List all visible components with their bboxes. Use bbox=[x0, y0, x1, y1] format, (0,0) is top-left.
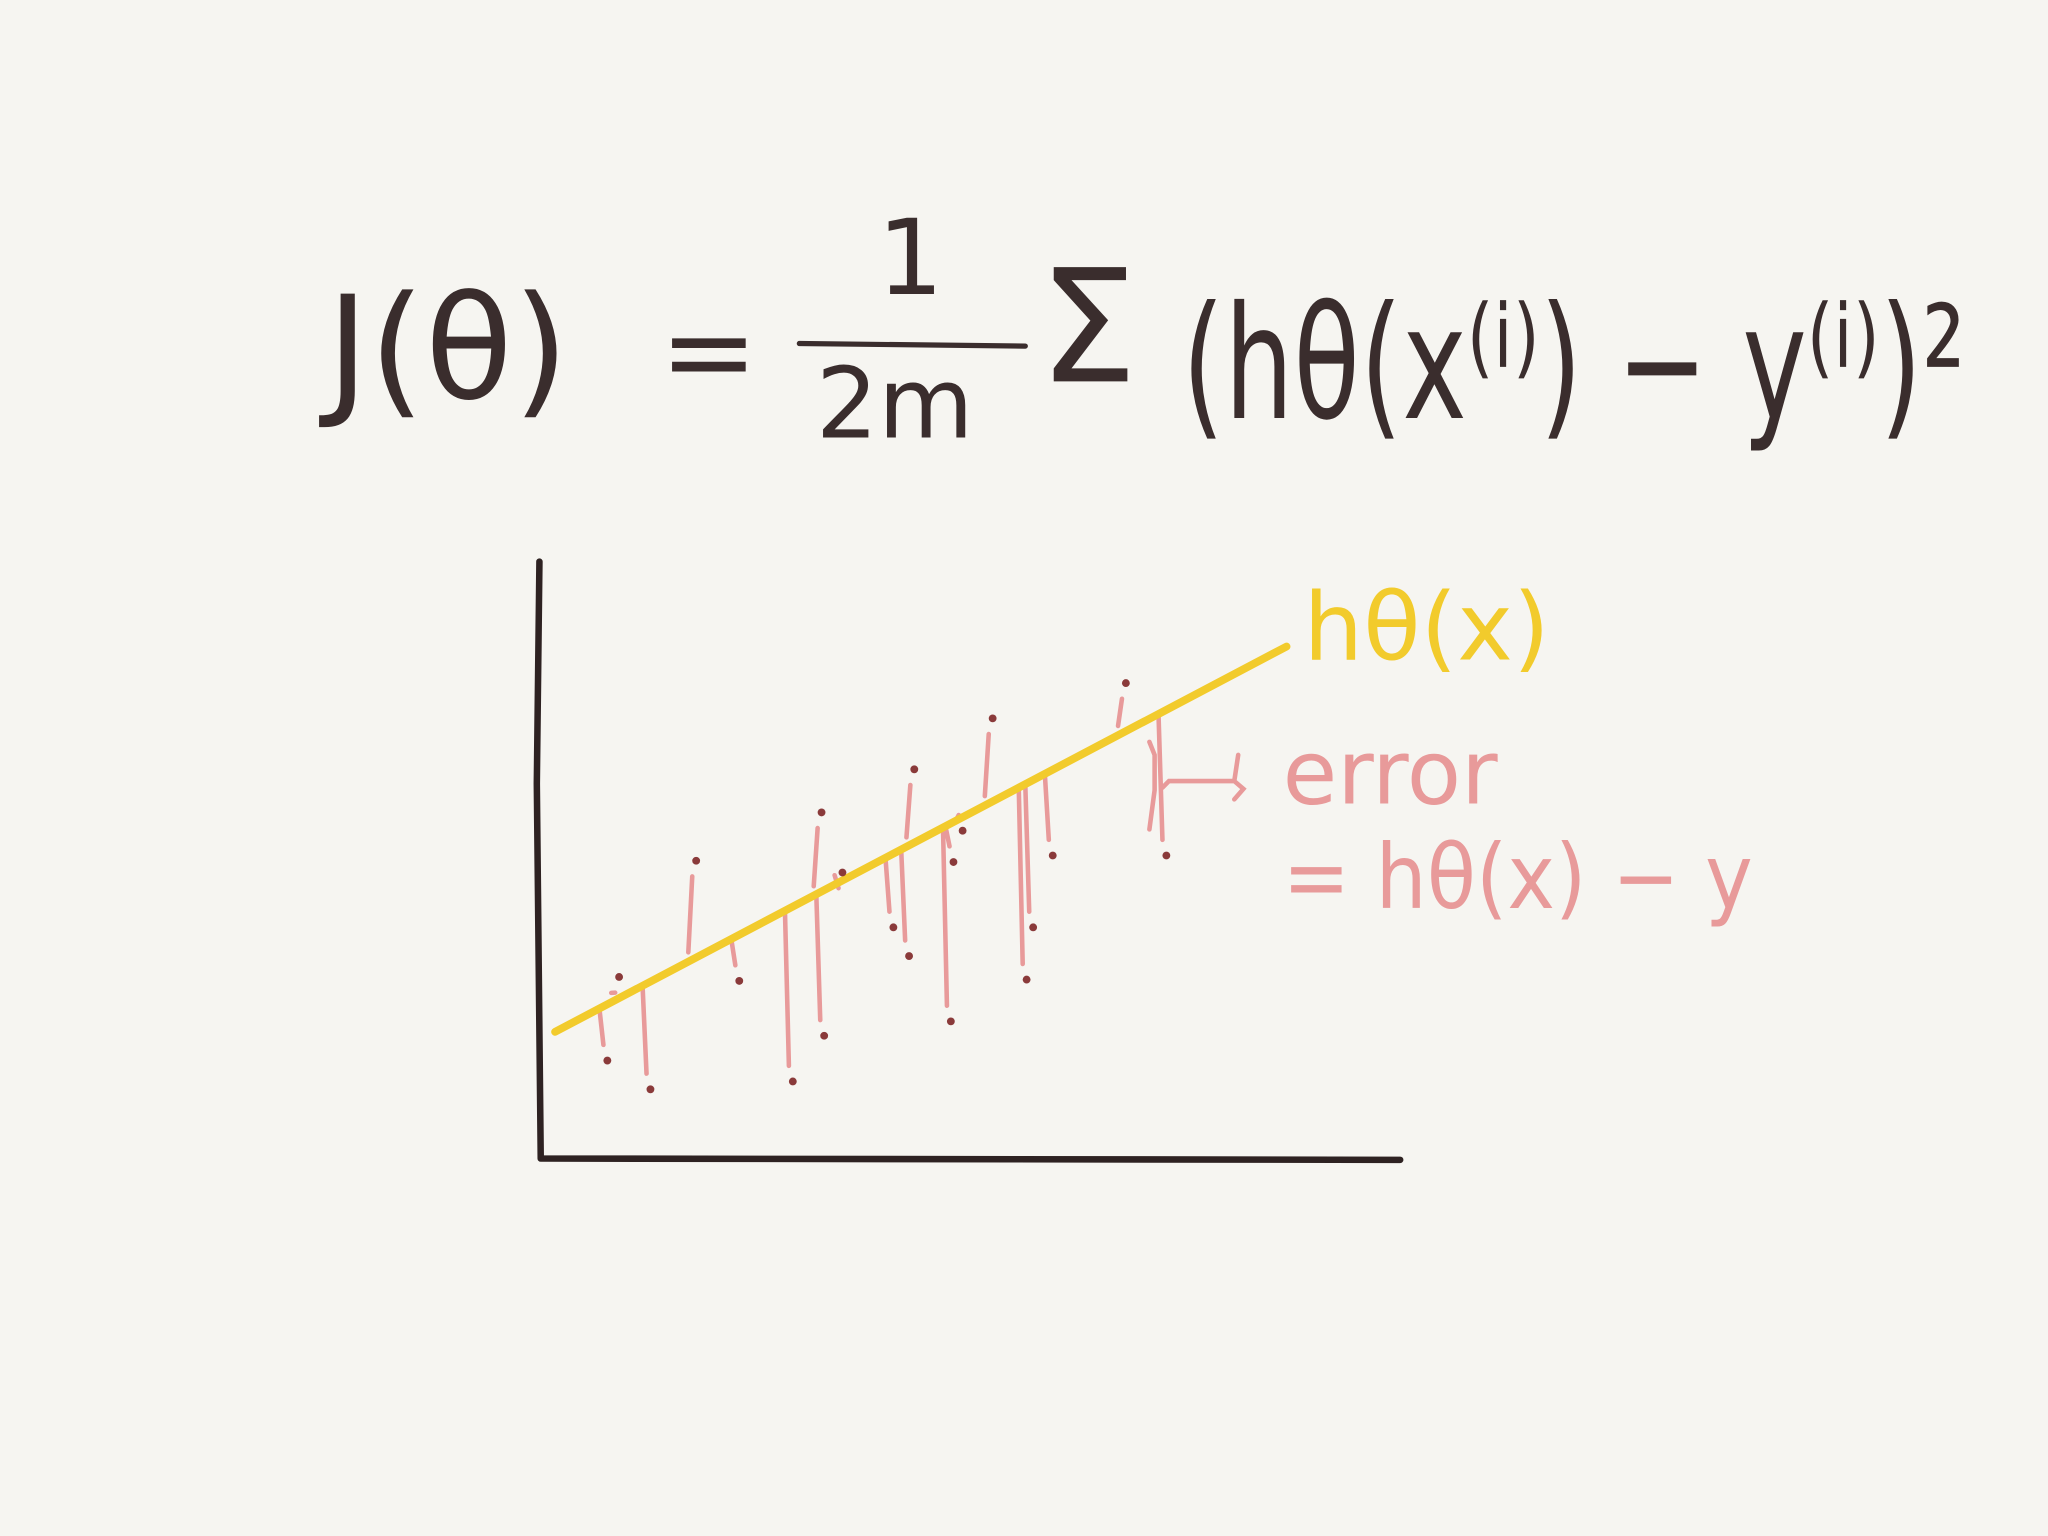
error-line bbox=[904, 782, 913, 840]
axes bbox=[533, 558, 1404, 1164]
data-point bbox=[820, 1031, 829, 1040]
data-point bbox=[615, 973, 624, 981]
error-line bbox=[640, 984, 649, 1076]
fraction-bar bbox=[796, 340, 1028, 349]
error-line bbox=[898, 848, 908, 943]
bracket bbox=[1147, 739, 1157, 832]
data-point bbox=[1162, 851, 1171, 860]
formula-body: (hθ(x⁽ⁱ⁾) − y⁽ⁱ⁾)² bbox=[1182, 273, 1966, 455]
data-point bbox=[1048, 851, 1057, 860]
data-point bbox=[817, 808, 826, 817]
error-definition: = hθ(x) − y bbox=[1283, 826, 1753, 929]
data-point bbox=[1022, 975, 1031, 984]
error-line bbox=[1115, 696, 1125, 729]
arrow bbox=[1160, 752, 1247, 802]
data-point bbox=[910, 765, 919, 774]
data-point bbox=[735, 976, 744, 985]
error-line bbox=[982, 731, 992, 799]
error-line bbox=[1016, 786, 1025, 967]
data-point bbox=[692, 856, 701, 865]
error-line bbox=[883, 856, 892, 914]
data-point bbox=[988, 714, 997, 723]
data-points bbox=[603, 679, 1171, 1094]
formula-denominator: 2m bbox=[816, 348, 974, 462]
error-line bbox=[597, 1007, 606, 1048]
error-label: error bbox=[1283, 721, 1498, 824]
data-point bbox=[603, 1056, 612, 1065]
data-point bbox=[1029, 923, 1038, 932]
error-line bbox=[782, 909, 792, 1069]
error-line bbox=[811, 825, 820, 889]
error-line bbox=[814, 893, 823, 1023]
formula-equals: = bbox=[660, 283, 759, 420]
data-point bbox=[838, 868, 847, 877]
error-line bbox=[1023, 782, 1032, 914]
error-line bbox=[940, 826, 950, 1008]
error-lines bbox=[597, 696, 1165, 1076]
error-line bbox=[686, 874, 695, 955]
data-point bbox=[946, 1017, 955, 1026]
error-line bbox=[729, 937, 738, 968]
data-point bbox=[889, 923, 898, 932]
formula-lhs: J(θ) bbox=[319, 265, 569, 432]
error-line bbox=[1156, 712, 1165, 843]
hypothesis-label: hθ(x) bbox=[1304, 574, 1550, 683]
data-point bbox=[949, 858, 958, 866]
formula-sum: Σ bbox=[1038, 236, 1137, 418]
data-point bbox=[788, 1077, 797, 1086]
error-line bbox=[1042, 772, 1052, 843]
hypothesis-line bbox=[551, 642, 1291, 1036]
data-point bbox=[1121, 679, 1130, 688]
formula-numerator: 1 bbox=[877, 197, 943, 319]
data-point bbox=[905, 952, 913, 960]
data-point bbox=[958, 826, 967, 835]
data-point bbox=[646, 1085, 655, 1094]
error-line bbox=[943, 824, 952, 849]
